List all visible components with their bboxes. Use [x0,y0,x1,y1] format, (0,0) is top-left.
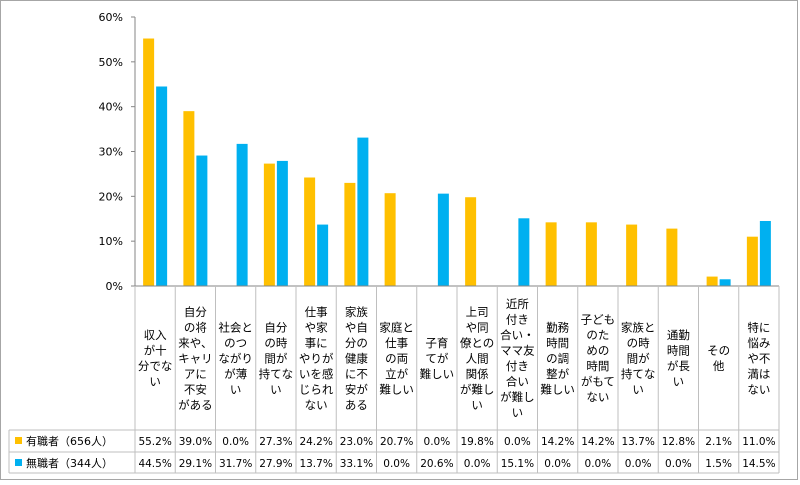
data-label-series-1: 13.7% [621,436,654,448]
x-tick-label: 自分の時間が持てない [259,320,294,396]
data-label-series-2: 29.1% [179,458,212,470]
bar-series-1 [746,236,758,286]
bar-series-1 [183,111,195,287]
data-label-series-2: 44.5% [138,458,171,470]
legend-label-2: 無職者（344人） [26,456,113,470]
bar-series-1 [465,197,477,286]
data-label-series-1: 55.2% [138,436,171,448]
x-tick-label: 子どものための時間がもてない [581,313,616,405]
data-label-series-2: 0.0% [464,458,491,470]
bar-series-1 [666,228,678,286]
data-label-series-2: 27.9% [259,458,292,470]
bar-series-2 [518,218,530,286]
data-label-series-2: 20.6% [420,458,453,470]
data-label-series-1: 27.3% [259,436,292,448]
bar-series-2 [719,279,731,286]
data-label-series-2: 31.7% [219,458,252,470]
bar-series-2 [276,160,288,286]
bar-series-2 [196,155,208,286]
data-label-series-2: 0.0% [585,458,612,470]
data-label-series-2: 0.0% [544,458,571,470]
bar-series-1 [626,224,638,286]
legend-swatch-1 [15,437,22,444]
x-tick-label: 家族との時間が持てない [621,320,656,396]
data-label-series-1: 39.0% [179,436,212,448]
bar-series-2 [156,86,168,286]
y-tick-label: 50% [99,56,123,69]
legend-label-1: 有職者（656人） [26,434,113,448]
data-label-series-1: 2.1% [705,436,732,448]
bar-series-2 [357,137,369,286]
data-label-series-2: 0.0% [383,458,410,470]
bar-series-1 [344,182,356,286]
bar-series-2 [759,220,771,286]
data-label-series-1: 0.0% [504,436,531,448]
bar-series-1 [585,222,597,286]
x-tick-label: 収入が十分でない [138,328,173,389]
bar-series-1 [706,276,718,286]
y-tick-label: 20% [99,190,123,203]
x-tick-label: 通勤時間が長い [667,328,690,389]
x-tick-label: 子育てが難しい [420,336,455,381]
x-tick-label: 家族や自分の健康に不安がある [345,305,368,412]
data-label-series-2: 15.1% [501,458,534,470]
data-label-series-1: 11.0% [742,436,775,448]
y-tick-label: 0% [106,280,123,293]
bar-series-2 [437,193,449,286]
y-tick-label: 40% [99,101,123,114]
y-tick-label: 10% [99,235,123,248]
bar-series-2 [236,143,248,286]
data-label-series-2: 0.0% [665,458,692,470]
x-tick-label: 近所付き合い・ママ友付き合いが難しい [500,297,535,420]
data-label-series-1: 14.2% [541,436,574,448]
bar-series-1 [263,163,275,286]
x-tick-label: 社会とのつながりが薄い [218,320,253,396]
data-label-series-1: 14.2% [581,436,614,448]
data-label-series-2: 13.7% [299,458,332,470]
data-label-series-2: 33.1% [340,458,373,470]
bar-series-1 [304,177,316,286]
data-label-series-1: 24.2% [299,436,332,448]
bar-series-1 [545,222,557,286]
legend-swatch-2 [15,459,22,466]
x-tick-label: 家庭と仕事の両立が難しい [379,320,414,396]
bar-series-1 [384,193,396,286]
data-label-series-1: 0.0% [424,436,451,448]
data-label-series-1: 19.8% [460,436,493,448]
x-tick-label: 特に悩みや不満はない [747,320,770,396]
data-label-series-1: 20.7% [380,436,413,448]
data-label-series-2: 0.0% [625,458,652,470]
x-tick-label: 上司や同僚との人間関係が難しい [460,305,495,412]
y-tick-label: 60% [99,11,123,24]
x-tick-label: その他 [707,344,730,374]
data-label-series-1: 12.8% [662,436,695,448]
bar-series-2 [317,224,329,286]
data-label-series-2: 1.5% [705,458,732,470]
data-label-series-1: 23.0% [340,436,373,448]
data-label-series-1: 0.0% [222,436,249,448]
bar-series-1 [143,38,155,286]
x-tick-label: 仕事や家事にやりがいを感じられない [299,305,334,412]
x-tick-label: 勤務時間の調整が難しい [540,320,575,396]
x-tick-label: 自分の将来や、キャリアに不安がある [178,305,213,412]
data-label-series-2: 14.5% [742,458,775,470]
y-tick-label: 30% [99,146,123,159]
